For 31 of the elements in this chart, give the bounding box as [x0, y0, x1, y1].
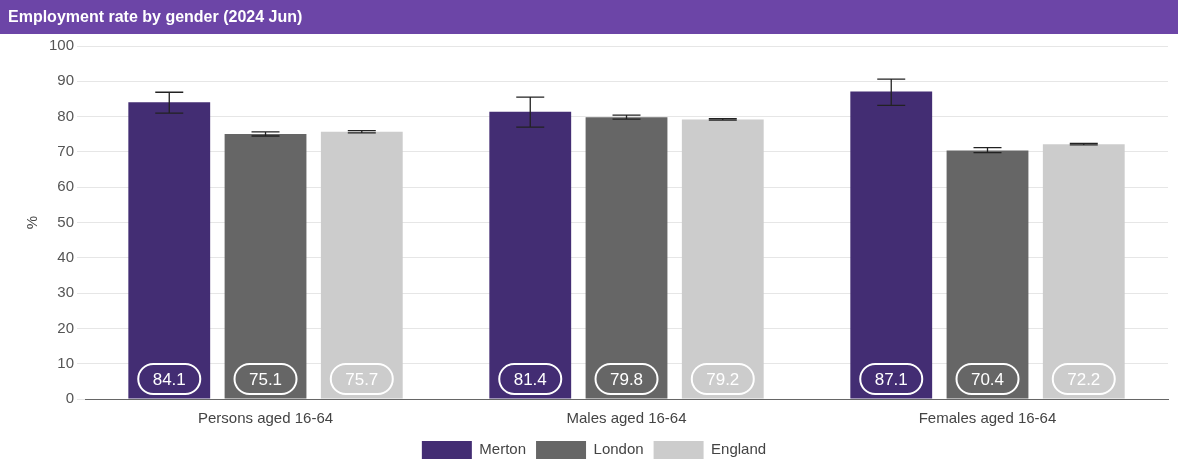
- bar: [320, 131, 403, 399]
- y-tick-label: 40: [57, 247, 75, 265]
- y-tick-label: 10: [57, 353, 75, 371]
- x-tick-label: Males aged 16-64: [566, 409, 687, 427]
- data-label: 84.1: [152, 369, 186, 389]
- legend-label: London: [593, 440, 644, 458]
- y-tick-label: 60: [57, 177, 75, 195]
- y-tick-label: 0: [65, 389, 75, 407]
- bar: [850, 91, 933, 399]
- bar: [489, 111, 572, 399]
- data-label: 70.4: [970, 369, 1005, 389]
- y-axis-title: %: [23, 215, 41, 230]
- y-tick-label: 80: [57, 106, 75, 124]
- y-tick-label: 50: [57, 212, 75, 230]
- bar: [128, 102, 211, 399]
- y-tick-label: 30: [57, 283, 75, 301]
- legend-label: Merton: [479, 440, 527, 458]
- y-tick-label: 20: [57, 318, 75, 336]
- bar: [1042, 144, 1125, 399]
- x-tick-label: Persons aged 16-64: [197, 409, 334, 427]
- y-tick-label: 70: [57, 142, 75, 160]
- y-tick-label: 100: [49, 36, 75, 54]
- data-label: 79.8: [609, 369, 644, 389]
- data-label: 81.4: [513, 369, 547, 389]
- bar: [681, 119, 764, 399]
- legend-label: England: [711, 440, 767, 458]
- y-tick-label: 90: [57, 71, 75, 89]
- x-tick-label: Females aged 16-64: [918, 409, 1057, 427]
- data-label: 87.1: [874, 369, 908, 389]
- data-label: 75.1: [248, 369, 283, 389]
- chart-title: Employment rate by gender (2024 Jun): [0, 0, 1178, 34]
